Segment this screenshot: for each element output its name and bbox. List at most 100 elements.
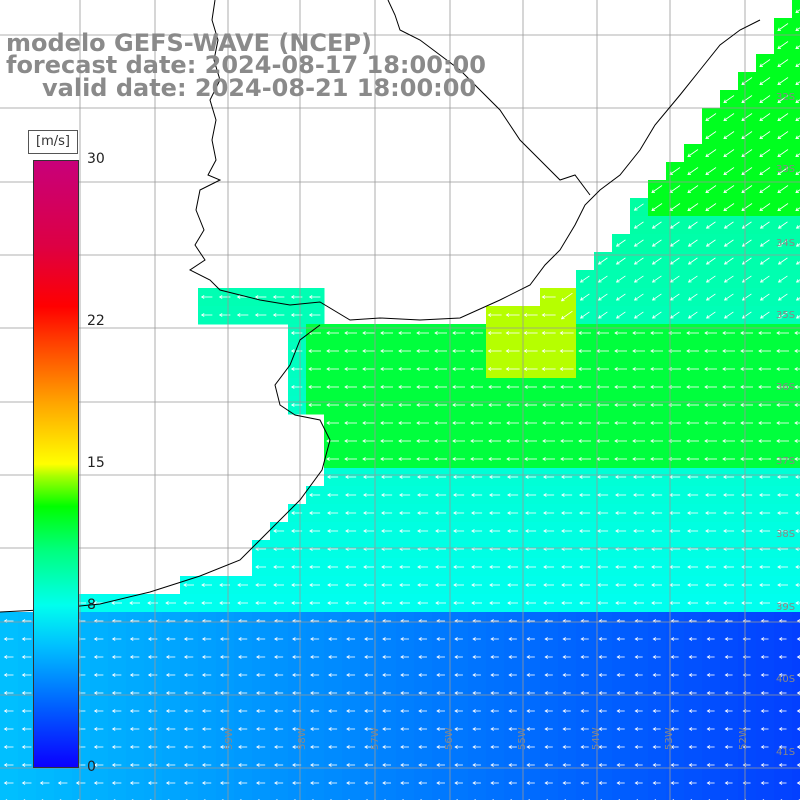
wind-arrow-head (741, 261, 746, 265)
wind-arrow-head (272, 295, 277, 299)
wind-arrow-head (794, 331, 798, 335)
wind-arrow-head (363, 493, 367, 497)
wind-arrow-head (488, 439, 492, 443)
wind-arrow-head (705, 529, 709, 533)
wind-arrow-head (505, 331, 510, 335)
wind-arrow-head (75, 781, 80, 785)
wind-arrow-head (219, 583, 223, 587)
wind-arrow-head (364, 691, 368, 695)
wind-arrow-head (723, 475, 727, 479)
wind-arrow-head (777, 529, 781, 533)
wind-arrow (706, 275, 716, 283)
wind-arrow-head (382, 745, 386, 749)
wind-arrow-head (670, 763, 675, 767)
wind-arrow-head (238, 781, 242, 785)
wind-cell (378, 792, 397, 800)
wind-arrow-head (704, 331, 708, 335)
wind-arrow-head (706, 727, 711, 731)
wind-arrow-head (652, 763, 657, 767)
valid-date: valid date: 2024-08-21 18:00:00 (42, 74, 477, 102)
wind-arrow-head (3, 781, 8, 785)
wind-arrow-head (704, 349, 708, 353)
wind-arrow-head (418, 673, 422, 677)
wind-arrow-head (795, 99, 800, 103)
wind-arrow-head (453, 475, 457, 479)
wind-arrow (705, 203, 717, 211)
wind-arrow-head (399, 565, 403, 569)
wind-arrow-head (472, 727, 476, 731)
wind-arrow-head (651, 583, 655, 587)
wind-arrow-head (579, 279, 584, 283)
wind-arrow-head (525, 475, 529, 479)
wind-arrow-head (650, 331, 654, 335)
wind-arrow (778, 275, 788, 283)
wind-arrow-head (597, 601, 601, 605)
wind-arrow-head (669, 261, 674, 265)
wind-arrow-head (526, 709, 530, 713)
wind-arrow (760, 257, 770, 265)
wind-arrow-head (542, 403, 546, 407)
wind-arrow-head (778, 781, 783, 785)
wind-arrow-head (523, 313, 528, 317)
wind-arrow-head (508, 637, 512, 641)
wind-arrow-head (183, 781, 188, 785)
wind-arrow-head (400, 691, 404, 695)
wind-arrow-head (687, 297, 692, 301)
wind-arrow-head (687, 261, 692, 265)
wind-arrow-head (614, 403, 618, 407)
wind-arrow-head (310, 691, 314, 695)
wind-arrow-head (308, 313, 313, 317)
wind-arrow-head (598, 691, 603, 695)
wind-arrow-head (454, 655, 458, 659)
wind-cell (684, 792, 703, 800)
wind-arrow (723, 113, 735, 121)
wind-arrow-head (505, 367, 510, 371)
wind-arrow-head (364, 709, 368, 713)
wind-arrow-head (705, 565, 709, 569)
wind-arrow-head (417, 475, 421, 479)
wind-arrow-head (308, 385, 312, 389)
wind-arrow-head (560, 403, 564, 407)
wind-arrow-head (687, 171, 692, 175)
wind-arrow-head (507, 583, 511, 587)
wind-arrow-head (454, 691, 458, 695)
wind-arrow-head (57, 781, 62, 785)
wind-arrow-head (580, 637, 585, 641)
wind-arrow-head (776, 457, 780, 461)
wind-arrow-head (705, 279, 710, 283)
wind-arrow-head (183, 727, 188, 731)
wind-cell (792, 612, 800, 631)
wind-arrow-head (3, 637, 8, 641)
wind-arrow (723, 167, 735, 175)
wind-arrow (670, 275, 680, 283)
wind-arrow-head (796, 709, 800, 713)
wind-cell (792, 216, 800, 235)
wind-arrow-head (111, 727, 116, 731)
wind-arrow (778, 257, 788, 265)
wind-arrow-head (758, 421, 762, 425)
wind-arrow-head (561, 565, 565, 569)
wind-arrow-head (524, 403, 528, 407)
wind-arrow-head (417, 511, 421, 515)
wind-cell (288, 792, 307, 800)
wind-arrow-head (759, 243, 764, 247)
wind-arrow (777, 185, 789, 193)
wind-arrow-head (435, 511, 439, 515)
wind-arrow (777, 23, 789, 31)
wind-arrow-head (526, 727, 530, 731)
wind-arrow (616, 239, 626, 247)
wind-arrow-head (541, 331, 546, 335)
wind-arrow-head (670, 655, 675, 659)
wind-arrow-head (472, 655, 476, 659)
wind-arrow-head (310, 673, 314, 677)
wind-arrow-head (273, 565, 277, 569)
wind-arrow (777, 95, 789, 103)
wind-arrow-head (777, 117, 782, 121)
wind-arrow-head (436, 673, 440, 677)
wind-arrow-head (795, 153, 800, 157)
wind-arrow-head (292, 673, 296, 677)
wind-arrow-head (616, 709, 621, 713)
colorbar-tick-label: 30 (87, 151, 105, 167)
wind-arrow-head (399, 529, 403, 533)
wind-arrow-head (435, 529, 439, 533)
